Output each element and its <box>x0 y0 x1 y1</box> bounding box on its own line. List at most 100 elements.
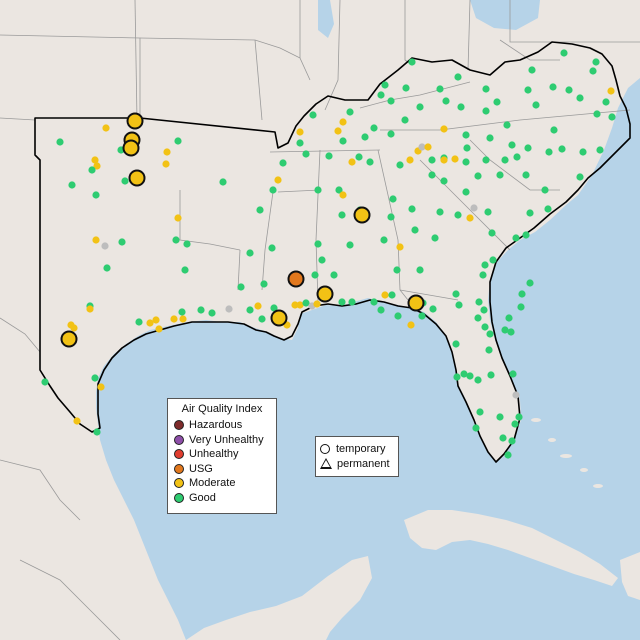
station-marker[interactable] <box>163 148 171 156</box>
station-marker[interactable] <box>565 86 573 94</box>
station-marker[interactable] <box>302 150 310 158</box>
station-marker[interactable] <box>146 319 154 327</box>
station-marker[interactable] <box>544 205 552 213</box>
station-marker[interactable] <box>260 280 268 288</box>
station-marker[interactable] <box>258 315 266 323</box>
station-marker[interactable] <box>474 376 482 384</box>
station-marker[interactable] <box>499 434 507 442</box>
station-marker-large[interactable] <box>353 206 371 224</box>
station-marker[interactable] <box>602 98 610 106</box>
station-marker[interactable] <box>509 370 517 378</box>
station-marker[interactable] <box>97 383 105 391</box>
station-marker[interactable] <box>486 134 494 142</box>
station-marker[interactable] <box>429 305 437 313</box>
station-marker[interactable] <box>291 301 299 309</box>
station-marker[interactable] <box>178 308 186 316</box>
station-marker[interactable] <box>462 188 470 196</box>
station-marker[interactable] <box>70 324 78 332</box>
station-marker[interactable] <box>370 124 378 132</box>
station-marker[interactable] <box>522 231 530 239</box>
station-marker[interactable] <box>457 103 465 111</box>
station-marker[interactable] <box>396 243 404 251</box>
station-marker[interactable] <box>466 214 474 222</box>
station-marker[interactable] <box>335 186 343 194</box>
station-marker[interactable] <box>479 271 487 279</box>
station-marker[interactable] <box>503 121 511 129</box>
station-marker-large[interactable] <box>60 330 78 348</box>
station-marker[interactable] <box>526 209 534 217</box>
station-marker[interactable] <box>407 321 415 329</box>
station-marker[interactable] <box>92 236 100 244</box>
station-marker[interactable] <box>511 420 519 428</box>
station-marker[interactable] <box>550 126 558 134</box>
station-marker[interactable] <box>402 84 410 92</box>
station-marker[interactable] <box>440 125 448 133</box>
station-marker[interactable] <box>431 234 439 242</box>
station-marker[interactable] <box>416 103 424 111</box>
station-marker[interactable] <box>451 155 459 163</box>
station-marker[interactable] <box>346 241 354 249</box>
station-marker[interactable] <box>607 87 615 95</box>
station-marker[interactable] <box>246 249 254 257</box>
station-marker[interactable] <box>68 181 76 189</box>
station-marker[interactable] <box>545 148 553 156</box>
station-marker[interactable] <box>482 107 490 115</box>
station-marker[interactable] <box>576 94 584 102</box>
station-marker[interactable] <box>339 191 347 199</box>
station-marker[interactable] <box>121 177 129 185</box>
station-marker[interactable] <box>474 314 482 322</box>
station-marker[interactable] <box>91 374 99 382</box>
station-marker[interactable] <box>474 172 482 180</box>
station-marker[interactable] <box>361 133 369 141</box>
station-marker[interactable] <box>268 244 276 252</box>
station-marker-large[interactable] <box>316 285 334 303</box>
station-marker[interactable] <box>396 161 404 169</box>
station-marker[interactable] <box>401 116 409 124</box>
station-marker[interactable] <box>526 279 534 287</box>
station-marker[interactable] <box>524 86 532 94</box>
station-marker[interactable] <box>428 171 436 179</box>
station-marker[interactable] <box>493 98 501 106</box>
station-marker[interactable] <box>589 67 597 75</box>
station-marker[interactable] <box>338 298 346 306</box>
station-marker[interactable] <box>86 305 94 313</box>
station-marker[interactable] <box>313 300 321 308</box>
station-marker[interactable] <box>394 312 402 320</box>
station-marker[interactable] <box>314 240 322 248</box>
station-marker[interactable] <box>496 413 504 421</box>
station-marker[interactable] <box>389 195 397 203</box>
station-marker[interactable] <box>170 315 178 323</box>
station-marker[interactable] <box>118 238 126 246</box>
station-marker[interactable] <box>489 256 497 264</box>
station-marker[interactable] <box>504 451 512 459</box>
station-marker[interactable] <box>482 156 490 164</box>
station-marker[interactable] <box>225 305 233 313</box>
station-marker[interactable] <box>454 73 462 81</box>
station-marker[interactable] <box>174 137 182 145</box>
station-marker[interactable] <box>330 271 338 279</box>
station-marker[interactable] <box>472 424 480 432</box>
station-marker[interactable] <box>339 137 347 145</box>
station-marker[interactable] <box>355 153 363 161</box>
station-marker[interactable] <box>512 234 520 242</box>
station-marker[interactable] <box>406 156 414 164</box>
station-marker[interactable] <box>309 111 317 119</box>
station-marker[interactable] <box>424 143 432 151</box>
station-marker[interactable] <box>484 208 492 216</box>
station-marker[interactable] <box>436 208 444 216</box>
station-marker[interactable] <box>455 301 463 309</box>
station-marker[interactable] <box>501 326 509 334</box>
station-marker[interactable] <box>93 162 101 170</box>
station-marker[interactable] <box>208 309 216 317</box>
station-marker[interactable] <box>508 141 516 149</box>
station-marker[interactable] <box>370 298 378 306</box>
station-marker[interactable] <box>488 229 496 237</box>
station-marker[interactable] <box>181 266 189 274</box>
station-marker[interactable] <box>522 171 530 179</box>
station-marker[interactable] <box>463 144 471 152</box>
station-marker[interactable] <box>348 158 356 166</box>
station-marker[interactable] <box>179 315 187 323</box>
station-marker[interactable] <box>579 148 587 156</box>
station-marker[interactable] <box>517 303 525 311</box>
station-marker-large[interactable] <box>126 112 144 130</box>
